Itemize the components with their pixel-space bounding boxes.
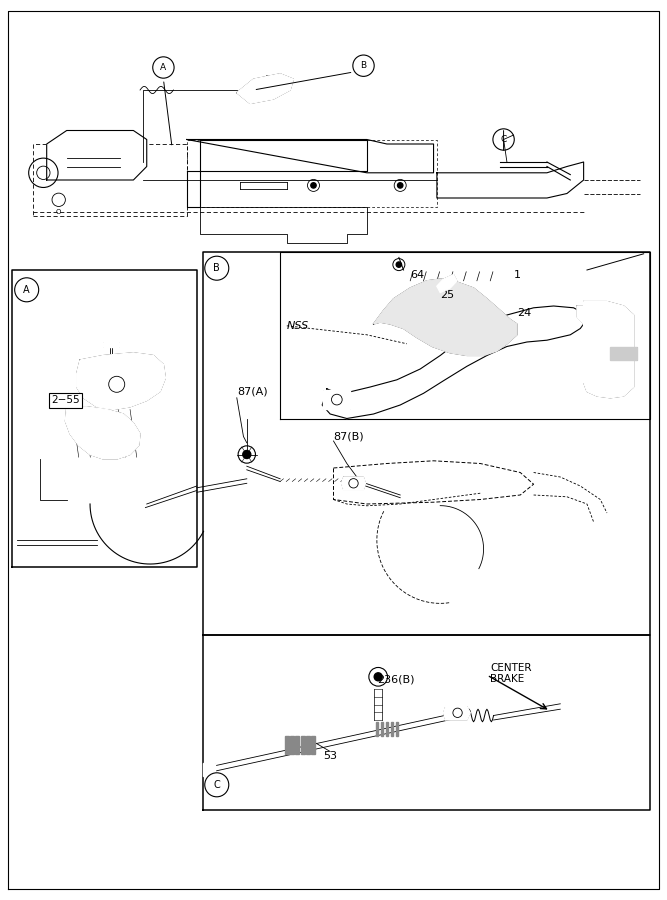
Polygon shape [584,302,634,398]
Text: BRAKE: BRAKE [490,674,524,685]
Polygon shape [77,353,165,410]
Polygon shape [437,274,457,292]
Text: 2−55: 2−55 [51,395,79,406]
Polygon shape [380,722,383,736]
Polygon shape [187,140,367,207]
Polygon shape [577,306,608,326]
Text: O: O [56,210,61,215]
Polygon shape [386,722,388,736]
Polygon shape [200,207,367,243]
Polygon shape [374,279,517,356]
Text: 236(B): 236(B) [377,674,414,685]
Text: C: C [500,135,507,144]
Polygon shape [65,407,140,459]
Ellipse shape [374,673,382,680]
Ellipse shape [396,262,402,267]
Text: 24: 24 [517,308,531,319]
Text: 53: 53 [323,751,337,761]
Text: C: C [213,779,220,790]
Polygon shape [342,477,366,490]
Text: B: B [213,263,220,274]
Polygon shape [237,74,293,104]
Polygon shape [376,722,378,736]
Polygon shape [322,306,587,418]
Ellipse shape [243,451,251,458]
Polygon shape [295,736,299,754]
Ellipse shape [398,183,403,188]
Polygon shape [444,706,470,720]
Polygon shape [301,736,305,754]
Polygon shape [437,162,584,198]
Text: 1: 1 [514,269,520,280]
Polygon shape [311,736,315,754]
Ellipse shape [311,183,316,188]
Text: 87(B): 87(B) [334,431,364,442]
Text: B: B [360,61,367,70]
Polygon shape [396,722,398,736]
Text: CENTER: CENTER [490,662,532,673]
Polygon shape [290,736,294,754]
Text: 25: 25 [440,290,454,301]
Polygon shape [203,763,215,776]
Polygon shape [187,140,434,173]
Text: NSS: NSS [287,320,309,331]
Polygon shape [390,722,393,736]
Polygon shape [610,346,637,360]
Text: A: A [23,284,30,295]
Polygon shape [47,130,147,180]
Polygon shape [323,390,350,410]
Polygon shape [103,342,119,347]
Polygon shape [306,736,310,754]
Text: A: A [160,63,167,72]
Text: 64: 64 [410,269,424,280]
Polygon shape [285,736,289,754]
Text: 87(A): 87(A) [237,386,267,397]
